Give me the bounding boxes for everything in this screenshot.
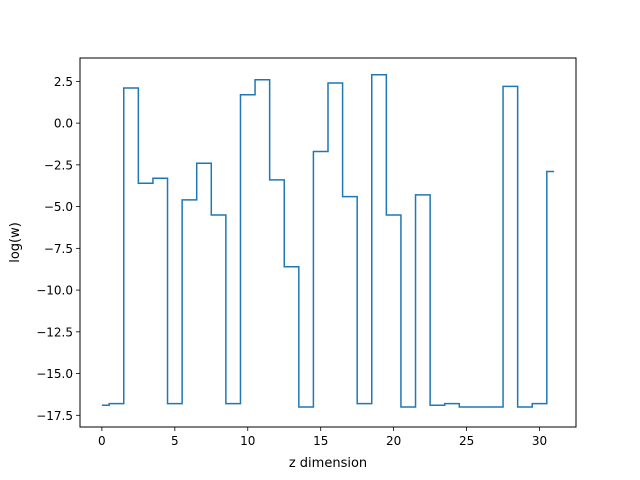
y-axis: 2.5 0.0 −2.5 −5.0 −7.5 −10.0 −12.5 −15.0 −17.5 [36, 75, 80, 423]
y-tick-label: −10.0 [36, 284, 73, 298]
x-tick-label: 30 [532, 434, 547, 448]
x-tick-label: 10 [240, 434, 255, 448]
x-tick-label: 5 [171, 434, 179, 448]
y-tick-label: −5.0 [44, 200, 73, 214]
x-tick-label: 15 [313, 434, 328, 448]
y-tick-label: −17.5 [36, 409, 73, 423]
y-tick-label: 2.5 [54, 75, 73, 89]
x-axis-label: z dimension [289, 456, 367, 471]
x-tick-label: 0 [98, 434, 106, 448]
x-tick-label: 25 [459, 434, 474, 448]
x-tick-label: 20 [386, 434, 401, 448]
y-tick-label: −15.0 [36, 367, 73, 381]
series-line [101, 73, 555, 408]
x-axis: 0 5 10 15 20 25 30 [98, 427, 547, 448]
y-tick-label: −2.5 [44, 158, 73, 172]
y-tick-label: −7.5 [44, 242, 73, 256]
y-axis-label: log(w) [8, 222, 23, 263]
y-tick-label: 0.0 [54, 117, 73, 131]
axes-frame [79, 57, 577, 428]
y-tick-label: −12.5 [36, 325, 73, 339]
plot-area [101, 73, 555, 408]
